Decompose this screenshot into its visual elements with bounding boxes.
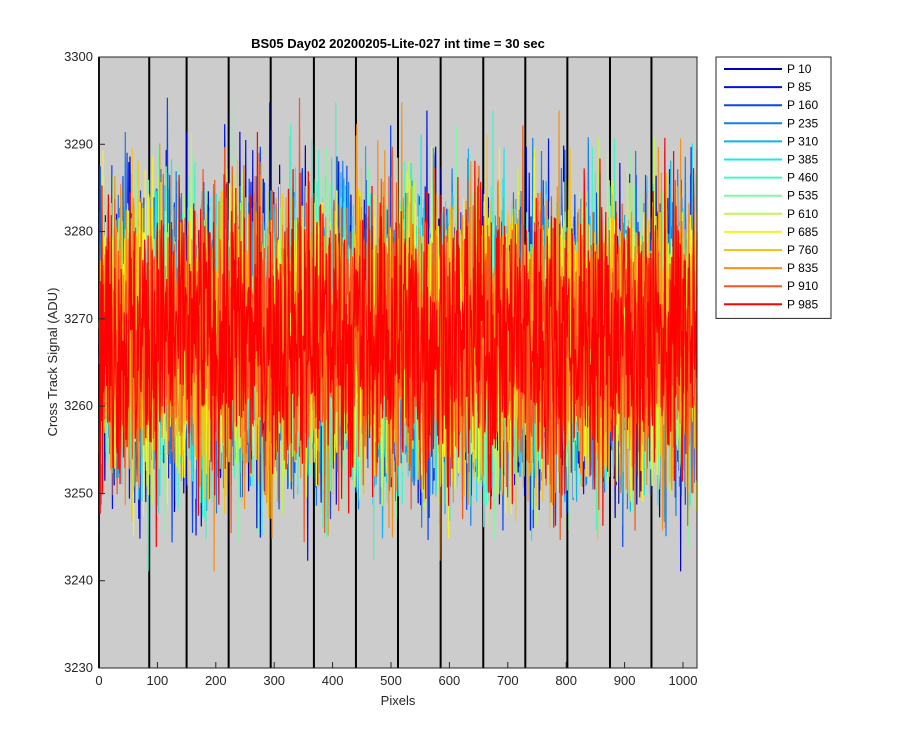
x-tick-label: 1000: [669, 673, 698, 688]
legend-entry: P 835: [787, 261, 818, 275]
y-tick-label: 3290: [64, 136, 93, 151]
legend-entry: P 235: [787, 116, 818, 130]
y-tick-label: 3230: [64, 660, 93, 675]
series-line-p-985: [98, 132, 698, 547]
legend-entry: P 610: [787, 207, 818, 221]
legend-entry: P 10: [787, 62, 812, 76]
x-tick-label: 800: [555, 673, 577, 688]
x-tick-label: 600: [439, 673, 461, 688]
legend: P 10 P 85 P 160 P 235 P 310 P 385 P 460 P 535 P …: [715, 56, 832, 319]
x-axis-label: Pixels: [381, 693, 416, 708]
plot-frame: [98, 56, 698, 669]
x-tick-label: 0: [95, 673, 102, 688]
legend-entry: P 985: [787, 297, 818, 311]
chart-title: BS05 Day02 20200205-Lite-027 int time = …: [251, 36, 545, 51]
legend-entry: P 910: [787, 279, 818, 293]
y-tick-label: 3240: [64, 573, 93, 588]
y-axis-label: Cross Track Signal (ADU): [45, 288, 60, 437]
legend-entry: P 385: [787, 153, 818, 167]
x-tick-label: 500: [380, 673, 402, 688]
legend-box: [715, 56, 832, 319]
legend-entry: P 760: [787, 243, 818, 257]
x-tick-label: 300: [263, 673, 285, 688]
legend-entry: P 685: [787, 225, 818, 239]
y-axis: 3230 3240 3250 3260 3270 3280 3290 3300: [64, 49, 105, 675]
y-tick-label: 3270: [64, 311, 93, 326]
legend-entry: P 460: [787, 171, 818, 185]
x-tick-label: 700: [497, 673, 519, 688]
x-tick-label: 900: [614, 673, 636, 688]
y-tick-label: 3300: [64, 49, 93, 64]
x-axis: 0 100 200 300 400 500 600 700 800 900 1000: [95, 662, 697, 688]
x-tick-label: 100: [147, 673, 169, 688]
data-series: [98, 97, 698, 572]
legend-entry: P 310: [787, 134, 818, 148]
legend-entry: P 85: [787, 80, 812, 94]
x-tick-label: 400: [322, 673, 344, 688]
x-tick-label: 200: [205, 673, 227, 688]
legend-entry: P 160: [787, 98, 818, 112]
legend-entry: P 535: [787, 189, 818, 203]
y-tick-label: 3280: [64, 224, 93, 239]
y-tick-label: 3260: [64, 398, 93, 413]
y-tick-label: 3250: [64, 485, 93, 500]
